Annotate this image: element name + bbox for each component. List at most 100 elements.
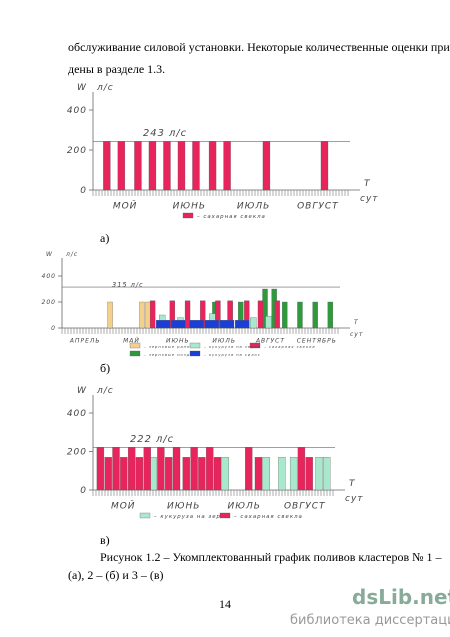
y-tick-label: 200 [67, 146, 87, 156]
month-label: ИЮЛЬ [212, 337, 236, 344]
legend-swatch [189, 342, 201, 349]
y-axis-unit: л/с [96, 83, 114, 93]
month-label: ИЮНЬ [173, 202, 206, 212]
intro-line: дены в разделе 1.3. [68, 62, 165, 76]
bar [198, 457, 206, 491]
bar [323, 457, 331, 491]
bar [103, 141, 111, 191]
legend-label: – сахарная свекла [234, 514, 303, 520]
bar [254, 457, 263, 491]
y-tick-label: 200 [67, 448, 87, 458]
y-axis-label: W [77, 386, 87, 396]
bar [148, 141, 157, 191]
bar [320, 141, 329, 191]
panel-label: а) [100, 231, 109, 245]
bar [189, 320, 204, 329]
intro-line: обслуживание силовой установки. Некоторы… [68, 40, 450, 54]
bar [312, 301, 318, 329]
bar [143, 447, 151, 491]
panel-label: в) [100, 533, 110, 547]
annotation: 243 л/с [143, 128, 187, 139]
bar [184, 300, 191, 329]
x-axis-unit: сут [360, 194, 379, 204]
legend-swatch [182, 212, 194, 219]
watermark-brand: dsLib.net [352, 585, 450, 609]
legend-swatch [129, 350, 141, 357]
bar [262, 141, 271, 191]
y-tick-label: 200 [42, 299, 56, 306]
bar [104, 457, 112, 491]
month-label: МОЙ [111, 500, 136, 512]
legend-swatch [219, 512, 231, 519]
bar [192, 141, 200, 191]
bar [213, 457, 222, 491]
month-label: ИЮЛЬ [228, 502, 261, 512]
legend-label: – кукуруза на зерно [204, 345, 261, 349]
bar [172, 447, 181, 491]
bar [235, 320, 250, 329]
x-axis-unit: сут [350, 331, 363, 338]
annotation: 315 л/с [112, 281, 144, 289]
bar [221, 457, 229, 491]
bar [112, 447, 120, 491]
legend-swatch [249, 342, 261, 349]
panel-label: б) [100, 361, 110, 375]
legend-label: – сахарная свекла [264, 345, 316, 349]
bar [204, 320, 219, 329]
page-number: 14 [219, 597, 231, 611]
bar [305, 457, 313, 491]
legend-swatch [139, 512, 151, 519]
bar [282, 301, 288, 329]
bar [223, 141, 231, 191]
month-label: ИЮНЬ [166, 337, 190, 344]
legend-swatch [129, 342, 141, 349]
x-axis-label: Т [364, 179, 371, 189]
legend-label: – сахарная свекла [197, 214, 266, 220]
month-label: АВГУСТ [255, 337, 285, 344]
bar [165, 457, 173, 491]
bar [315, 457, 323, 491]
bar [219, 320, 235, 329]
bar [182, 457, 190, 491]
bar [120, 457, 128, 491]
y-tick-label: 0 [80, 186, 87, 196]
legend-label: – зерновые ранние [144, 345, 197, 349]
month-label: МАЙ [123, 337, 140, 344]
bar [134, 141, 142, 191]
bar [297, 301, 303, 329]
bar [156, 320, 171, 329]
bar [145, 301, 151, 329]
bar [177, 141, 186, 191]
month-label: СЕНТЯБРЬ [297, 337, 337, 344]
bar [278, 457, 286, 491]
y-tick-label: 0 [80, 486, 87, 496]
bar [107, 301, 113, 329]
bar [262, 457, 270, 491]
watermark-subtitle: библиотека диссертаций [290, 613, 450, 628]
month-label: АПРЕЛЬ [69, 337, 101, 344]
bar [127, 447, 136, 491]
bar [139, 301, 145, 329]
bar [297, 447, 306, 491]
month-label: ИЮНЬ [167, 502, 200, 512]
y-axis-label: W [46, 251, 53, 258]
bar [327, 301, 333, 329]
bar [274, 300, 280, 329]
bar [96, 447, 105, 491]
bar [245, 447, 253, 491]
bar [190, 447, 198, 491]
bar [257, 300, 264, 329]
y-axis-unit: л/с [96, 386, 114, 396]
x-axis-unit: сут [345, 494, 364, 504]
caption-line: Рисунок 1.2 – Укомплектованный график по… [100, 550, 443, 564]
bar [117, 141, 126, 191]
legend-label: – зерновые поздние [144, 353, 200, 357]
bar [171, 320, 186, 329]
x-axis-label: Т [354, 319, 359, 326]
legend-label: – кукуруза на силос [204, 353, 261, 357]
y-tick-label: 400 [67, 106, 87, 116]
y-axis-unit: л/с [65, 251, 78, 258]
month-label: ОВГУСТ [284, 502, 326, 512]
y-tick-label: 400 [42, 273, 56, 280]
month-label: ОВГУСТ [297, 202, 339, 212]
